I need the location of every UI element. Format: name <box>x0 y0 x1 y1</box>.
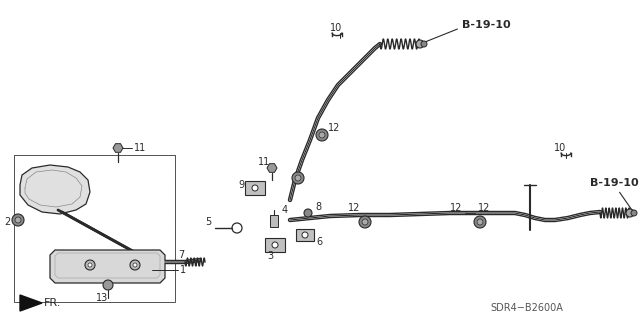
Polygon shape <box>50 250 165 283</box>
Circle shape <box>421 41 427 47</box>
Text: 11: 11 <box>258 157 270 167</box>
Bar <box>245 181 265 195</box>
Circle shape <box>359 216 371 228</box>
Circle shape <box>631 210 637 216</box>
Circle shape <box>295 175 301 181</box>
Text: 7: 7 <box>178 250 184 260</box>
Circle shape <box>626 209 634 217</box>
Bar <box>14 155 175 302</box>
Text: 11: 11 <box>134 143 147 153</box>
Circle shape <box>292 172 304 184</box>
Circle shape <box>12 214 24 226</box>
Text: 2: 2 <box>4 217 10 227</box>
Circle shape <box>477 219 483 225</box>
Text: FR.: FR. <box>44 298 61 308</box>
Text: B-19-10: B-19-10 <box>462 20 511 30</box>
Circle shape <box>474 216 486 228</box>
Text: 5: 5 <box>205 217 211 227</box>
Text: 12: 12 <box>450 203 462 213</box>
Circle shape <box>302 232 308 238</box>
Text: 9: 9 <box>238 180 244 190</box>
Bar <box>270 215 278 227</box>
Text: 3: 3 <box>267 251 273 261</box>
Text: 13: 13 <box>96 293 108 303</box>
Circle shape <box>252 185 258 191</box>
Circle shape <box>133 263 137 267</box>
Text: 12: 12 <box>478 203 490 213</box>
Text: 10: 10 <box>554 143 566 153</box>
Circle shape <box>362 219 368 225</box>
Text: B-19-10: B-19-10 <box>590 178 639 188</box>
Text: 12: 12 <box>348 203 360 213</box>
Text: 10: 10 <box>330 23 342 33</box>
Bar <box>296 229 314 241</box>
Circle shape <box>130 260 140 270</box>
Text: SDR4−B2600A: SDR4−B2600A <box>490 303 563 313</box>
Circle shape <box>103 280 113 290</box>
Bar <box>14 155 175 302</box>
Circle shape <box>416 40 424 48</box>
Bar <box>265 238 285 252</box>
Circle shape <box>85 260 95 270</box>
Circle shape <box>319 132 325 138</box>
Polygon shape <box>20 295 42 311</box>
Polygon shape <box>113 144 123 152</box>
Circle shape <box>88 263 92 267</box>
Text: 8: 8 <box>315 202 321 212</box>
Text: 12: 12 <box>328 123 340 133</box>
Text: 1: 1 <box>180 265 186 275</box>
Circle shape <box>272 242 278 248</box>
Circle shape <box>304 209 312 217</box>
Text: 4: 4 <box>282 205 288 215</box>
Circle shape <box>316 129 328 141</box>
Polygon shape <box>267 164 277 172</box>
Polygon shape <box>20 165 90 214</box>
Circle shape <box>15 217 21 223</box>
Text: 6: 6 <box>316 237 322 247</box>
